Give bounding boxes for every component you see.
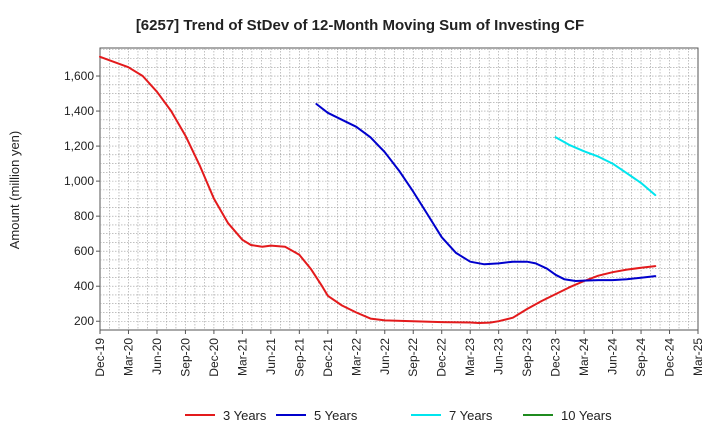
series-line-2 — [315, 103, 657, 282]
y-tick-label: 1,400 — [64, 104, 94, 118]
x-tick-label: Jun-22 — [378, 338, 392, 375]
legend-label: 7 Years — [449, 408, 493, 423]
y-tick-label: 400 — [74, 279, 94, 293]
plot-area — [99, 47, 699, 331]
series-lines — [99, 55, 657, 324]
x-tick-label: Dec-24 — [663, 338, 677, 377]
x-tick-label: Dec-21 — [321, 338, 335, 377]
x-tick-label: Mar-23 — [463, 338, 477, 376]
y-tick-label: 1,600 — [64, 69, 94, 83]
legend-label: 5 Years — [314, 408, 358, 423]
x-tick-label: Dec-19 — [93, 338, 107, 377]
series-line-3 — [554, 136, 657, 197]
y-tick-label: 600 — [74, 244, 94, 258]
x-tick-label: Jun-21 — [264, 338, 278, 375]
x-tick-label: Jun-23 — [492, 338, 506, 375]
grid — [100, 48, 698, 330]
x-tick-label: Sep-22 — [406, 338, 420, 377]
series-line-1 — [99, 55, 657, 324]
x-tick-label: Dec-20 — [207, 338, 221, 377]
x-tick-label: Dec-23 — [549, 338, 563, 377]
x-tick-label: Dec-22 — [435, 338, 449, 377]
legend-label: 10 Years — [561, 408, 612, 423]
y-tick-label: 1,000 — [64, 174, 94, 188]
x-tick-label: Sep-20 — [178, 338, 192, 377]
x-tick-label: Mar-21 — [235, 338, 249, 376]
x-tick-label: Sep-24 — [634, 338, 648, 377]
x-tick-label: Jun-20 — [150, 338, 164, 375]
x-tick-label: Sep-21 — [292, 338, 306, 377]
y-tick-label: 800 — [74, 209, 94, 223]
x-tick-label: Mar-20 — [121, 338, 135, 376]
y-axis-ticks: 200 400 600 800 1,000 1,200 1,400 1,600 — [64, 69, 100, 328]
y-axis-label: Amount (million yen) — [7, 131, 22, 250]
x-tick-label: Mar-25 — [691, 338, 705, 376]
x-tick-label: Jun-24 — [606, 338, 620, 375]
x-tick-label: Mar-22 — [349, 338, 363, 376]
chart-title: [6257] Trend of StDev of 12-Month Moving… — [136, 17, 584, 34]
legend-label: 3 Years — [223, 408, 267, 423]
legend: 3 Years 5 Years 7 Years 10 Years — [185, 408, 612, 423]
y-tick-label: 200 — [74, 314, 94, 328]
x-tick-label: Mar-24 — [577, 338, 591, 376]
x-tick-label: Sep-23 — [520, 338, 534, 377]
y-tick-label: 1,200 — [64, 139, 94, 153]
x-axis-ticks: Dec-19 Mar-20 Jun-20 Sep-20 Dec-20 Mar-21 Jun-… — [93, 330, 705, 377]
